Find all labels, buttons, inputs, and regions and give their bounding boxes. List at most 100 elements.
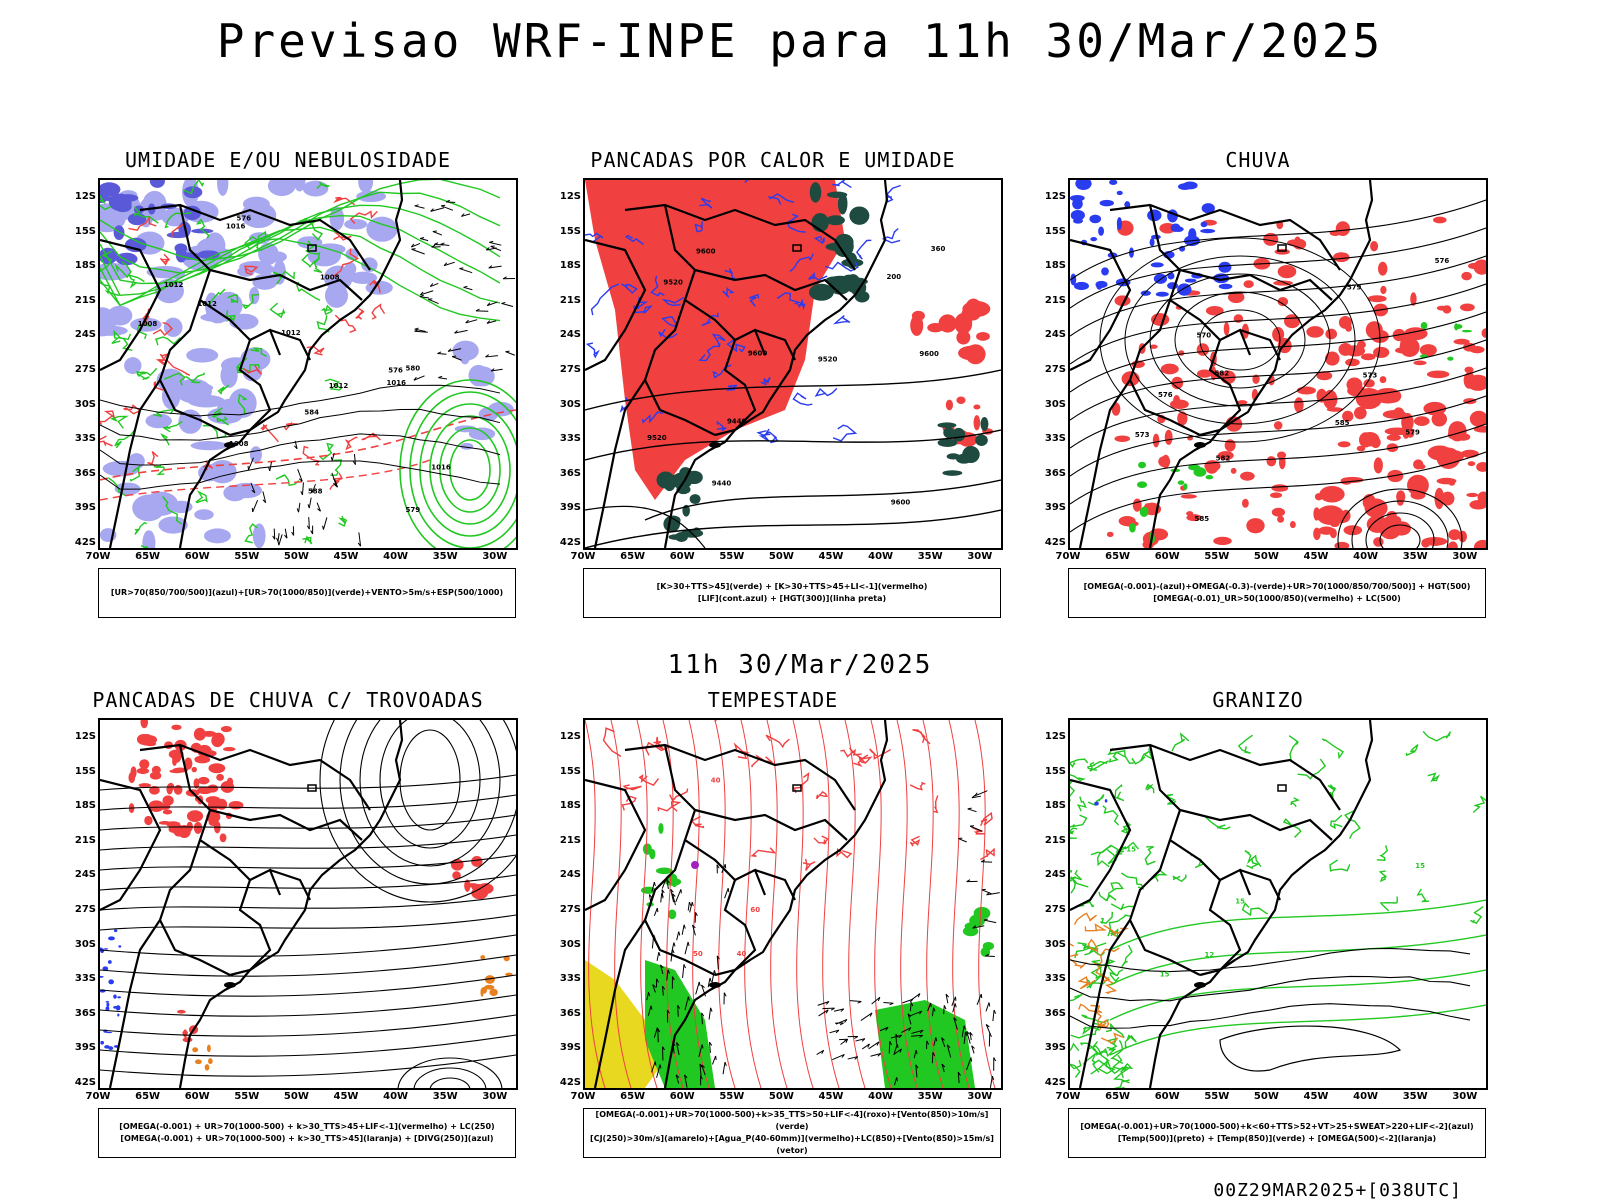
latitude-label: 18S xyxy=(1042,800,1066,811)
panel-title: GRANIZO xyxy=(1028,688,1488,712)
longitude-label: 30W xyxy=(965,551,995,562)
latitude-label: 42S xyxy=(1042,537,1066,548)
panel-title: PANCADAS POR CALOR E UMIDADE xyxy=(543,148,1003,172)
longitude-label: 35W xyxy=(430,1091,460,1102)
latitude-label: 21S xyxy=(72,835,96,846)
longitude-label: 55W xyxy=(232,1091,262,1102)
legend-line: [OMEGA(-0.001) + UR>70(1000-500) + k>30_… xyxy=(120,1133,493,1145)
contour-label: 9600 xyxy=(919,350,939,358)
latitude-label: 33S xyxy=(1042,433,1066,444)
run-timestamp: 00Z29MAR2025+[038UTC] xyxy=(1213,1180,1462,1201)
longitude-label: 45W xyxy=(1301,551,1331,562)
latitude-label: 36S xyxy=(1042,468,1066,479)
longitude-label: 70W xyxy=(1053,551,1083,562)
map-frame xyxy=(98,718,518,1090)
latitude-label: 36S xyxy=(72,1008,96,1019)
longitude-label: 65W xyxy=(1103,1091,1133,1102)
longitude-label: 35W xyxy=(430,551,460,562)
contour-label: 9600 xyxy=(891,499,911,507)
contour-label: 573 xyxy=(1135,431,1150,439)
contour-label: 12 xyxy=(1205,951,1215,959)
longitude-label: 70W xyxy=(83,1091,113,1102)
longitude-label: 65W xyxy=(1103,551,1133,562)
contour-label: 588 xyxy=(308,488,323,496)
legend-box: [OMEGA(-0.001) + UR>70(1000-500) + k>30_… xyxy=(98,1108,516,1158)
longitude-label: 60W xyxy=(182,551,212,562)
latitude-label: 27S xyxy=(1042,364,1066,375)
longitude-label: 70W xyxy=(83,551,113,562)
longitude-label: 65W xyxy=(618,551,648,562)
latitude-label: 21S xyxy=(72,295,96,306)
latitude-label: 39S xyxy=(72,502,96,513)
latitude-label: 39S xyxy=(1042,1042,1066,1053)
contour-label: 50 xyxy=(693,950,703,958)
latitude-label: 27S xyxy=(72,904,96,915)
longitude-label: 70W xyxy=(568,551,598,562)
longitude-label: 65W xyxy=(618,1091,648,1102)
longitude-label: 50W xyxy=(281,551,311,562)
latitude-label: 42S xyxy=(72,1077,96,1088)
latitude-label: 24S xyxy=(1042,869,1066,880)
legend-line: [OMEGA(-0.001)+UR>70(1000-500)+k<60+TTS>… xyxy=(1080,1121,1473,1133)
longitude-label: 50W xyxy=(766,551,796,562)
contour-label: 585 xyxy=(1195,515,1210,523)
longitude-label: 35W xyxy=(1400,1091,1430,1102)
longitude-label: 65W xyxy=(133,551,163,562)
longitude-label: 35W xyxy=(915,551,945,562)
contour-label: 9520 xyxy=(647,434,667,442)
longitude-label: 60W xyxy=(1152,1091,1182,1102)
latitude-label: 15S xyxy=(557,226,581,237)
contour-label: 1016 xyxy=(226,223,246,231)
longitude-label: 50W xyxy=(1251,551,1281,562)
latitude-label: 30S xyxy=(1042,939,1066,950)
contour-label: 570 xyxy=(1197,332,1212,340)
legend-box: [K>30+TTS>45](verde) + [K>30+TTS>45+LI<-… xyxy=(583,568,1001,618)
latitude-label: 27S xyxy=(1042,904,1066,915)
contour-label: 576 xyxy=(236,215,251,223)
latitude-label: 30S xyxy=(1042,399,1066,410)
page-title: Previsao WRF-INPE para 11h 30/Mar/2025 xyxy=(0,14,1600,68)
latitude-label: 33S xyxy=(557,433,581,444)
latitude-label: 33S xyxy=(557,973,581,984)
contour-label: 579 xyxy=(1405,428,1420,436)
longitude-label: 65W xyxy=(133,1091,163,1102)
latitude-label: 42S xyxy=(72,537,96,548)
latitude-label: 21S xyxy=(557,295,581,306)
longitude-label: 40W xyxy=(381,1091,411,1102)
panel-title: TEMPESTADE xyxy=(543,688,1003,712)
latitude-label: 30S xyxy=(72,399,96,410)
longitude-label: 30W xyxy=(480,551,510,562)
longitude-label: 60W xyxy=(1152,551,1182,562)
latitude-label: 39S xyxy=(557,502,581,513)
latitude-label: 12S xyxy=(557,191,581,202)
longitude-label: 45W xyxy=(331,551,361,562)
contour-label: 579 xyxy=(405,506,420,514)
contour-label: 9440 xyxy=(727,418,747,426)
longitude-label: 45W xyxy=(816,551,846,562)
latitude-label: 42S xyxy=(1042,1077,1066,1088)
latitude-label: 18S xyxy=(72,800,96,811)
legend-box: [UR>70(850/700/500)](azul)+[UR>70(1000/8… xyxy=(98,568,516,618)
latitude-label: 24S xyxy=(72,329,96,340)
contour-label: 579 xyxy=(1347,283,1362,291)
longitude-label: 55W xyxy=(1202,551,1232,562)
panel-title: CHUVA xyxy=(1028,148,1488,172)
latitude-label: 39S xyxy=(557,1042,581,1053)
contour-label: 585 xyxy=(1335,419,1350,427)
longitude-label: 50W xyxy=(281,1091,311,1102)
contour-label: 15 xyxy=(1415,862,1425,870)
latitude-label: 33S xyxy=(72,973,96,984)
latitude-label: 12S xyxy=(72,191,96,202)
longitude-label: 45W xyxy=(331,1091,361,1102)
contour-label: 582 xyxy=(1215,370,1230,378)
contour-label: 15 xyxy=(1160,970,1170,978)
latitude-label: 33S xyxy=(72,433,96,444)
contour-label: 576 xyxy=(1435,257,1450,265)
longitude-label: 30W xyxy=(965,1091,995,1102)
longitude-label: 50W xyxy=(1251,1091,1281,1102)
latitude-label: 36S xyxy=(557,468,581,479)
